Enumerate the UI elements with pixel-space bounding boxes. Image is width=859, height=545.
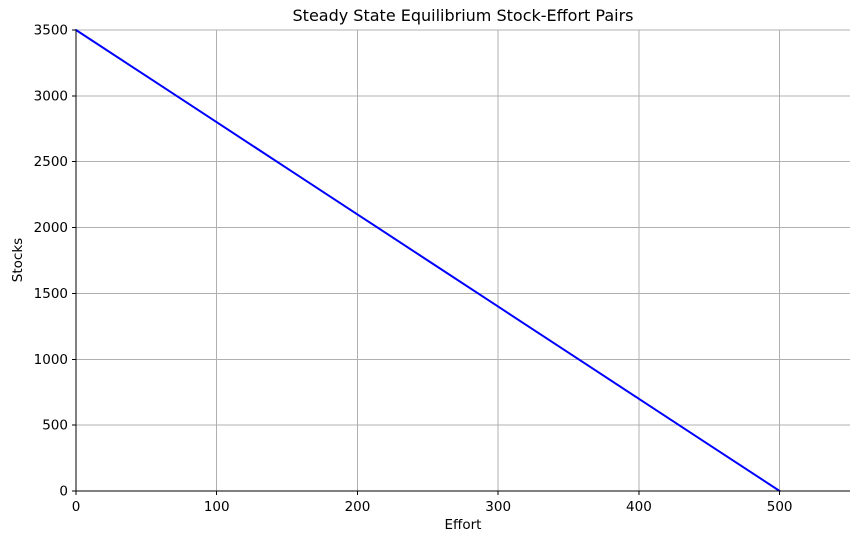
- x-tick-label: 300: [485, 499, 511, 515]
- y-tick-label: 2500: [34, 154, 68, 170]
- y-tick-label: 500: [42, 418, 68, 434]
- y-axis-label: Stocks: [10, 237, 26, 283]
- x-axis-label: Effort: [444, 517, 482, 533]
- y-tick-label: 2000: [34, 220, 68, 236]
- y-tick-label: 3500: [34, 23, 68, 39]
- chart-title: Steady State Equilibrium Stock-Effort Pa…: [292, 6, 634, 25]
- y-tick-label: 1500: [34, 286, 68, 302]
- y-tick-label: 3000: [34, 88, 68, 104]
- y-tick-label: 1000: [34, 352, 68, 368]
- x-tick-label: 0: [72, 499, 81, 515]
- x-tick-label: 500: [767, 499, 793, 515]
- y-tick-label: 0: [59, 484, 68, 500]
- series-line-stock-effort-equilibrium: [75, 29, 781, 492]
- x-tick-label: 200: [345, 499, 371, 515]
- x-tick-label: 100: [204, 499, 230, 515]
- x-tick-label: 400: [626, 499, 652, 515]
